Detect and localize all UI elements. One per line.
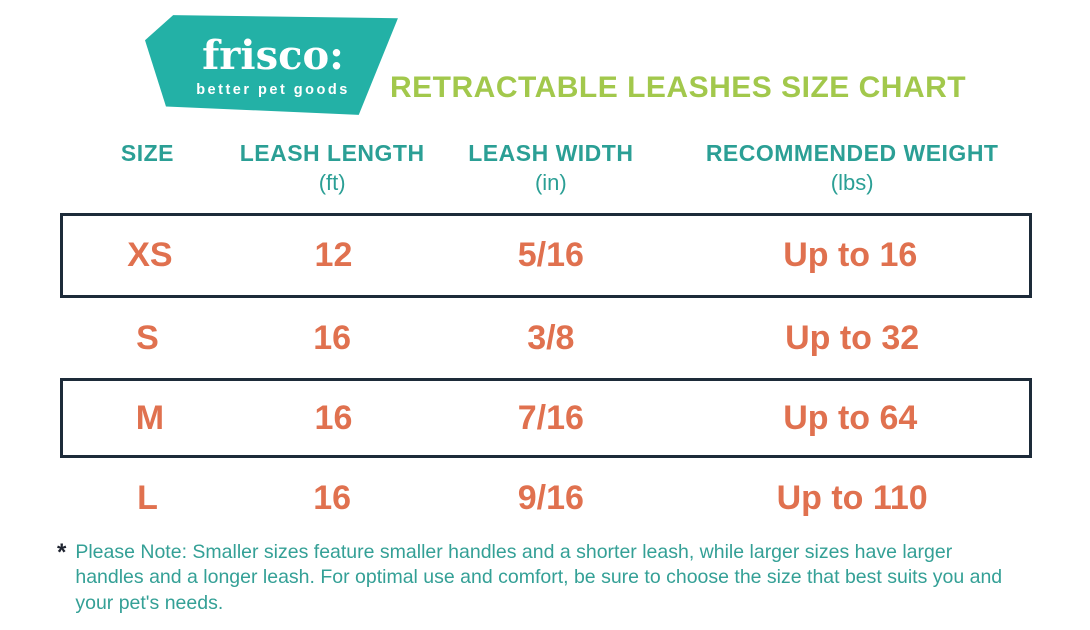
table-body: XS 12 5/16 Up to 16 S 16 3/8 Up to 32 M … [60,213,1032,538]
column-header-label: SIZE [120,140,175,166]
cell-recommended-weight: Up to 32 [785,318,920,357]
column-header-label: LEASH LENGTH [239,140,425,166]
table-row-s: S 16 3/8 Up to 32 [60,298,1032,378]
column-header-label: LEASH WIDTH [468,140,634,166]
cell-leash-length: 16 [313,318,352,357]
logo-brand-text: frisco: [202,31,344,79]
table-row-xs: XS 12 5/16 Up to 16 [60,213,1032,298]
column-header-label: RECOMMENDED WEIGHT [705,140,999,166]
frisco-logo: frisco: better pet goods [145,15,398,115]
cell-recommended-weight: Up to 16 [783,236,918,274]
table-row-l: L 16 9/16 Up to 110 [60,458,1032,538]
cell-leash-width: 9/16 [517,478,584,517]
cell-leash-length: 16 [313,478,352,517]
page-title: RETRACTABLE LEASHES SIZE CHART [390,71,967,104]
footnote-text: Please Note: Smaller sizes feature small… [75,541,1003,614]
cell-leash-width: 7/16 [517,398,584,437]
table-header-row: SIZE LEASH LENGTH (ft) LEASH WIDTH (in) … [60,140,1032,196]
cell-size: XS [127,236,173,274]
cell-size: S [136,318,159,357]
column-header-size: SIZE [60,140,235,196]
logo-tagline-text: better pet goods [196,81,350,98]
footnote-asterisk: * [57,539,67,566]
cell-recommended-weight: Up to 110 [776,478,928,517]
column-header-leash-width: LEASH WIDTH (in) [429,140,672,196]
cell-leash-length: 16 [314,398,353,437]
footnote: * Please Note: Smaller sizes feature sma… [57,540,1009,616]
cell-leash-width: 5/16 [517,236,584,274]
column-header-unit: (lbs) [830,170,874,195]
column-header-unit: (ft) [318,170,346,195]
cell-size: L [137,478,158,517]
cell-size: M [135,398,165,437]
column-header-recommended-weight: RECOMMENDED WEIGHT (lbs) [672,140,1032,196]
cell-leash-length: 12 [314,236,353,274]
column-header-leash-length: LEASH LENGTH (ft) [235,140,429,196]
cell-leash-width: 3/8 [527,318,575,357]
table-row-m: M 16 7/16 Up to 64 [60,378,1032,458]
column-header-unit: (in) [534,170,567,195]
cell-recommended-weight: Up to 64 [783,398,918,437]
